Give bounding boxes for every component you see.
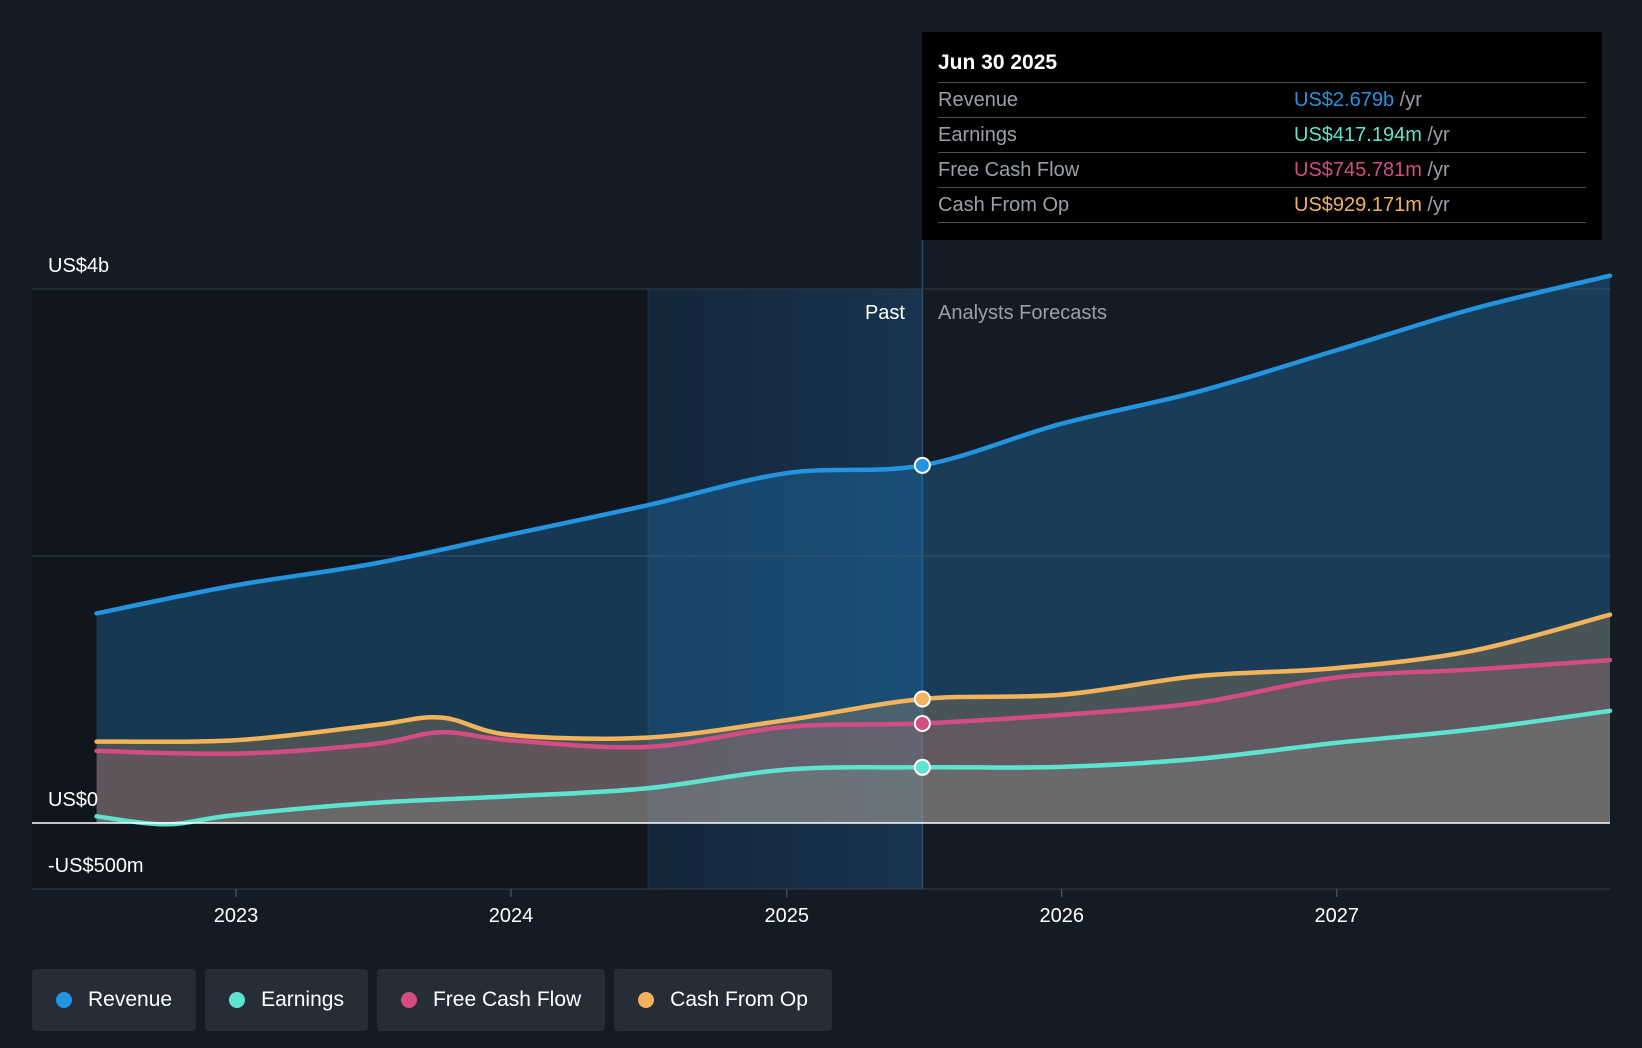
legend-item-free-cash-flow[interactable]: Free Cash Flow	[376, 969, 606, 1031]
tooltip-label: Earnings	[938, 124, 1017, 146]
marker-cash-from-op	[913, 690, 931, 708]
legend-label: Revenue	[88, 988, 173, 1011]
tooltip-date: Jun 30 2025	[938, 51, 1058, 74]
legend-label: Free Cash Flow	[432, 988, 582, 1011]
legend-dot-icon	[638, 992, 655, 1008]
chart-background	[32, 240, 924, 889]
tooltip-label: Revenue	[938, 89, 1019, 111]
past-label: Past	[865, 302, 905, 324]
series-lines	[32, 273, 1613, 827]
y-label-zero: US$0	[48, 789, 98, 811]
area-free-cash-flow	[96, 660, 1611, 823]
legend-dot-icon	[56, 992, 72, 1008]
x-tick-label: 2025	[765, 905, 810, 927]
tooltip-label: Cash From Op	[938, 194, 1070, 216]
x-tick-label: 2026	[1040, 905, 1085, 927]
x-axis-ticks: 2023 2024 2025 2026 2027	[214, 889, 1359, 927]
tooltip-rows: Revenue US$2.679b /yr Earnings US$417.194m …	[938, 82, 1586, 223]
hover-tooltip: Jun 30 2025 Revenue US$2.679b /yr Earnings…	[922, 32, 1602, 240]
tooltip-value: US$745.781m /yr	[1294, 159, 1450, 181]
x-tick-label: 2024	[489, 905, 534, 927]
line-cash-from-op	[94, 612, 1613, 745]
area-revenue	[96, 275, 1611, 823]
legend-dot-icon	[400, 992, 417, 1008]
legend-item-earnings[interactable]: Earnings	[205, 969, 368, 1031]
x-tick-label: 2023	[214, 905, 259, 927]
y-label-bottom: -US$500m	[48, 855, 144, 877]
marker-revenue	[913, 456, 931, 474]
recent-past-band	[648, 289, 923, 889]
gridlines	[32, 288, 1610, 890]
legend-item-revenue[interactable]: Revenue	[32, 969, 197, 1031]
area-cash-from-op	[96, 614, 1611, 823]
line-free-cash-flow	[94, 657, 1613, 757]
legend: Revenue Earnings Free Cash Flow Cash From O…	[32, 969, 832, 1031]
x-tick-label: 2027	[1315, 905, 1360, 927]
legend-label: Cash From Op	[670, 988, 808, 1011]
marker-earnings	[913, 758, 931, 776]
y-label-top: US$4b	[48, 255, 109, 277]
line-earnings	[94, 708, 1613, 827]
legend-label: Earnings	[261, 988, 344, 1011]
hover-markers	[913, 456, 931, 776]
forecast-label: Analysts Forecasts	[938, 302, 1107, 324]
axis-labels: US$4b US$0 -US$500m Past Analysts Foreca…	[48, 255, 1107, 877]
tooltip-row: Free Cash Flow US$745.781m /yr	[938, 152, 1586, 187]
legend-item-cash-from-op[interactable]: Cash From Op	[614, 969, 832, 1031]
tooltip-value: US$929.171m /yr	[1294, 194, 1450, 216]
line-revenue	[94, 273, 1613, 616]
tooltip-value: US$2.679b /yr	[1294, 89, 1422, 111]
tooltip-value: US$417.194m /yr	[1294, 124, 1450, 146]
tooltip-label: Free Cash Flow	[938, 159, 1080, 181]
past-background	[32, 289, 649, 889]
legend-dot-icon	[229, 992, 246, 1008]
marker-free-cash-flow	[913, 714, 931, 732]
tooltip-row: Cash From Op US$929.171m /yr	[938, 187, 1586, 223]
tooltip-row: Revenue US$2.679b /yr	[938, 82, 1586, 117]
tooltip-row: Earnings US$417.194m /yr	[938, 117, 1586, 152]
